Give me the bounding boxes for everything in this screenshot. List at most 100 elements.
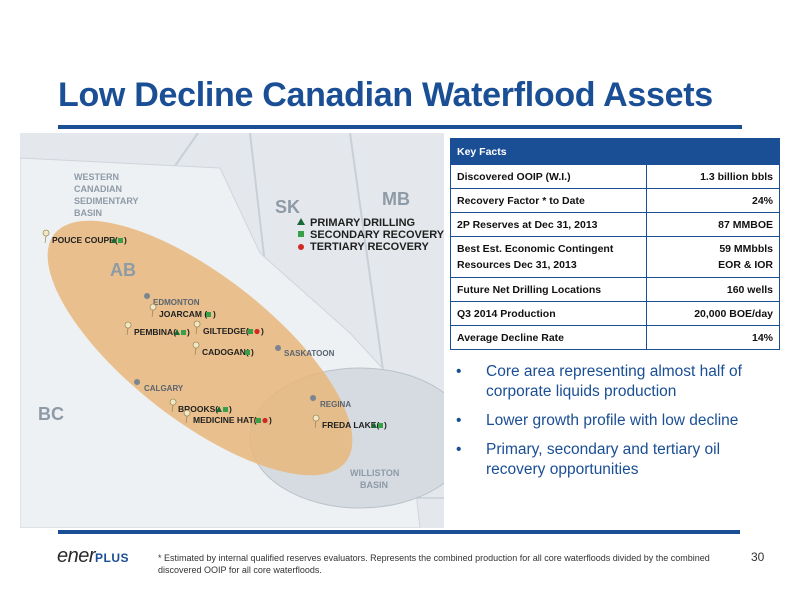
joarcam-label: JOARCAM ( — [159, 309, 207, 319]
ab-label: AB — [110, 260, 136, 280]
pouce-coupe-primary-icon — [111, 237, 117, 243]
svg-text:): ) — [229, 404, 232, 414]
giltedge-tertiary-icon — [254, 328, 260, 335]
asset-map: WESTERN CANADIAN SEDIMENTARY BASIN SK MB… — [20, 133, 444, 528]
logo-plus: PLUS — [95, 551, 130, 565]
freda-lake-secondary-icon — [378, 423, 383, 428]
medicine-hat-pin-icon — [183, 409, 191, 424]
footnote: * Estimated by internal qualified reserv… — [158, 553, 710, 575]
wcsb-label-line-1: WESTERN — [74, 172, 119, 182]
pembina-pin-icon — [124, 321, 132, 336]
pouce-coupe-label: POUCE COUPE( — [52, 235, 118, 245]
primary-drilling-icon — [297, 218, 305, 225]
saskatoon-label: SASKATOON — [284, 349, 335, 358]
map-legend: PRIMARY DRILLING SECONDARY RECOVERY TERT… — [297, 217, 444, 253]
fact-label: Discovered OOIP (W.I.) — [450, 164, 647, 189]
svg-text:): ) — [269, 415, 272, 425]
fact-label: Future Net Drilling Locations — [450, 277, 647, 302]
edmonton-label: EDMONTON — [153, 298, 200, 307]
freda-lake-primary-icon — [371, 422, 377, 428]
table-row: Best Est. Economic Contingent Resources … — [450, 236, 780, 278]
city-calgary: CALGARY — [134, 379, 184, 393]
fact-label-line-1: Best Est. Economic Contingent — [457, 243, 614, 255]
key-facts-header-row: Key Facts — [450, 138, 780, 165]
bullet-text: Core area representing almost half of co… — [486, 363, 742, 400]
field-medicine-hat: MEDICINE HAT( ) — [183, 409, 272, 425]
brooks-secondary-icon — [223, 407, 228, 412]
medicine-hat-label: MEDICINE HAT( — [193, 415, 257, 425]
page-number: 30 — [751, 550, 765, 564]
fact-label: Best Est. Economic Contingent Resources … — [450, 236, 647, 278]
pembina-primary-icon — [174, 329, 180, 335]
svg-text:): ) — [384, 420, 387, 430]
saskatoon-pin-icon — [275, 345, 282, 357]
table-row: Recovery Factor * to Date 24% — [450, 188, 780, 213]
tertiary-recovery-icon — [298, 244, 304, 250]
pembina-label: PEMBINA( — [134, 327, 176, 337]
table-row: 2P Reserves at Dec 31, 2013 87 MMBOE — [450, 212, 780, 237]
bullet-icon: • — [456, 441, 462, 458]
medicine-hat-secondary-icon — [256, 418, 261, 423]
fact-value: 20,000 BOE/day — [646, 301, 780, 326]
city-saskatoon: SASKATOON — [275, 345, 335, 358]
fact-label-line-2: Resources Dec 31, 2013 — [457, 259, 577, 271]
field-brooks: BROOKS( ) — [169, 398, 232, 414]
bullet-icon: • — [456, 363, 462, 380]
freda-lake-pin-icon — [312, 414, 320, 429]
list-item: • Lower growth profile with low decline — [454, 411, 774, 431]
fact-value: 1.3 billion bbls — [646, 164, 780, 189]
regina-label: REGINA — [320, 400, 351, 409]
legend-tertiary: TERTIARY RECOVERY — [310, 241, 429, 253]
fact-value: 59 MMbbls EOR & IOR — [646, 236, 780, 278]
pouce-coupe-secondary-icon — [118, 238, 123, 243]
bullet-text: Lower growth profile with low decline — [486, 412, 739, 429]
giltedge-label: GILTEDGE( — [203, 326, 249, 336]
wcsb-label-line-4: BASIN — [74, 208, 102, 218]
bc-label: BC — [38, 404, 64, 424]
field-pouce-coupe: POUCE COUPE( ) — [42, 229, 127, 245]
fact-value: 14% — [646, 325, 780, 350]
freda-lake-label: FREDA LAKE( — [322, 420, 379, 430]
bullet-list: • Core area representing almost half of c… — [454, 362, 774, 489]
table-row: Discovered OOIP (W.I.) 1.3 billion bbls — [450, 164, 780, 189]
field-freda-lake: FREDA LAKE( ) — [312, 414, 387, 430]
enerplus-logo: enerPLUS — [57, 545, 129, 568]
calgary-label: CALGARY — [144, 384, 184, 393]
sk-label: SK — [275, 197, 300, 217]
svg-text:): ) — [261, 326, 264, 336]
bullet-text: Primary, secondary and tertiary oil reco… — [486, 441, 721, 478]
giltedge-pin-icon — [193, 320, 201, 335]
field-cadogan: CADOGAN( ) — [192, 341, 254, 357]
legend-primary: PRIMARY DRILLING — [310, 217, 415, 229]
fact-label: 2P Reserves at Dec 31, 2013 — [450, 212, 647, 237]
table-row: Future Net Drilling Locations 160 wells — [450, 277, 780, 302]
logo-ener: ener — [57, 545, 96, 567]
mb-label: MB — [382, 189, 410, 209]
fact-value: 24% — [646, 188, 780, 213]
table-row: Q3 2014 Production 20,000 BOE/day — [450, 301, 780, 326]
svg-text:): ) — [124, 235, 127, 245]
waterflood-area — [47, 220, 353, 476]
edmonton-pin-icon — [144, 293, 151, 305]
legend-secondary: SECONDARY RECOVERY — [310, 229, 444, 241]
key-facts-header-blank — [646, 138, 780, 165]
fact-value-line-2: EOR & IOR — [718, 259, 773, 271]
wcsb-label-line-3: SEDIMENTARY — [74, 196, 139, 206]
table-row: Average Decline Rate 14% — [450, 325, 780, 350]
title-divider — [58, 125, 742, 129]
wcsb-label: WESTERN CANADIAN SEDIMENTARY BASIN — [74, 172, 139, 218]
list-item: • Primary, secondary and tertiary oil rec… — [454, 440, 774, 480]
fact-value: 87 MMBOE — [646, 212, 780, 237]
brooks-pin-icon — [169, 398, 177, 413]
cadogan-pin-icon — [192, 341, 200, 356]
map-canvas: WESTERN CANADIAN SEDIMENTARY BASIN SK MB… — [20, 133, 444, 528]
city-edmonton: EDMONTON — [144, 293, 200, 307]
fact-label: Recovery Factor * to Date — [450, 188, 647, 213]
cadogan-secondary-icon — [245, 350, 250, 355]
key-facts-table: Key Facts Discovered OOIP (W.I.) 1.3 bil… — [450, 138, 780, 350]
svg-text:): ) — [187, 327, 190, 337]
joarcam-secondary-icon — [206, 312, 211, 317]
giltedge-secondary-icon — [248, 329, 253, 334]
fact-value: 160 wells — [646, 277, 780, 302]
secondary-recovery-icon — [298, 231, 304, 237]
